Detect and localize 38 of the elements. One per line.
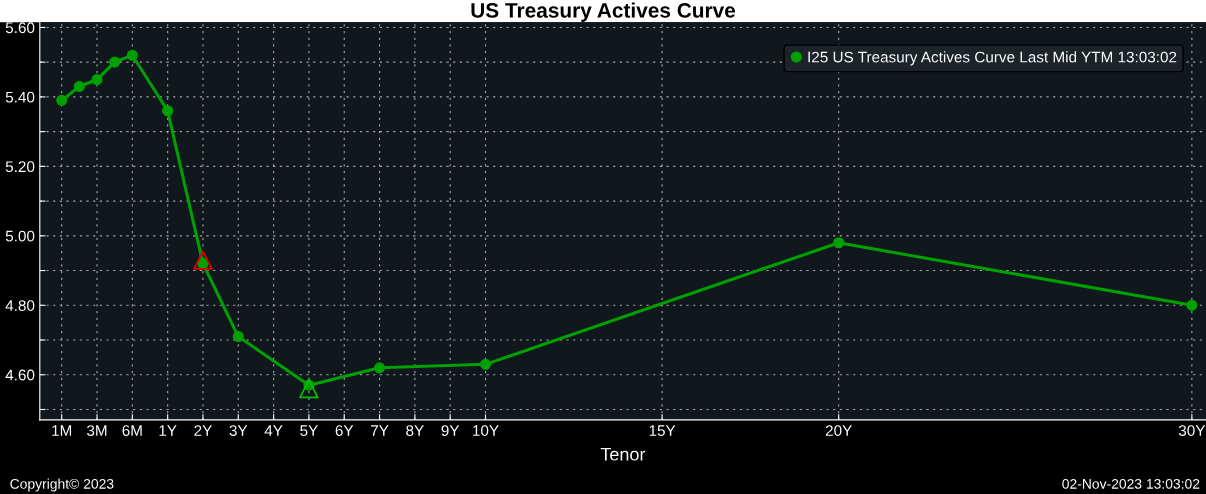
x-tick-label: 5Y <box>300 425 318 436</box>
x-tick-label: 15Y <box>649 425 676 436</box>
y-tick-label: 4.60 <box>5 369 35 381</box>
x-tick-label: 1M <box>52 425 72 436</box>
x-tick-label: 6Y <box>335 425 354 436</box>
point <box>232 330 244 343</box>
x-tick-label: 10Y <box>473 425 499 436</box>
x-tick-label: 8Y <box>406 425 424 436</box>
x-axis-title: Tenor <box>600 448 646 461</box>
point <box>162 105 174 117</box>
point <box>91 73 103 86</box>
x-tick-label: 6M <box>122 425 142 436</box>
chart-title: US Treasury Actives Curve <box>471 2 736 22</box>
point <box>479 358 492 370</box>
point <box>1186 299 1198 311</box>
point <box>126 49 138 61</box>
x-tick-label: 7Y <box>371 425 389 436</box>
x-tick-label: 9Y <box>441 425 460 436</box>
point <box>56 94 68 106</box>
x-tick-label: 3Y <box>229 425 248 436</box>
point <box>833 237 845 249</box>
x-tick-label: 3M <box>86 425 107 436</box>
x-tick-label: 20Y <box>825 425 852 436</box>
y-tick-label: 5.40 <box>5 91 35 103</box>
text: Copyright© 2023 <box>10 478 114 492</box>
text: 02-Nov-2023 13:03:02 <box>1062 478 1200 489</box>
legend-label: I25 US Treasury Actives Curve Last Mid YTM 13:03:02 <box>808 51 1177 66</box>
y-tick-label: 5.60 <box>5 22 35 34</box>
y-tick-label: 5.20 <box>5 161 35 173</box>
x-tick-label: 30Y <box>1178 425 1206 436</box>
x-tick-label: 4Y <box>264 425 283 436</box>
point <box>109 56 121 68</box>
y-tick-label: 4.80 <box>5 300 35 311</box>
x-tick-label: 2Y <box>194 425 212 436</box>
y-tick-label: 5.00 <box>5 230 35 242</box>
point <box>73 80 85 93</box>
point <box>374 362 386 374</box>
x-tick-label: 1Y <box>159 425 177 436</box>
